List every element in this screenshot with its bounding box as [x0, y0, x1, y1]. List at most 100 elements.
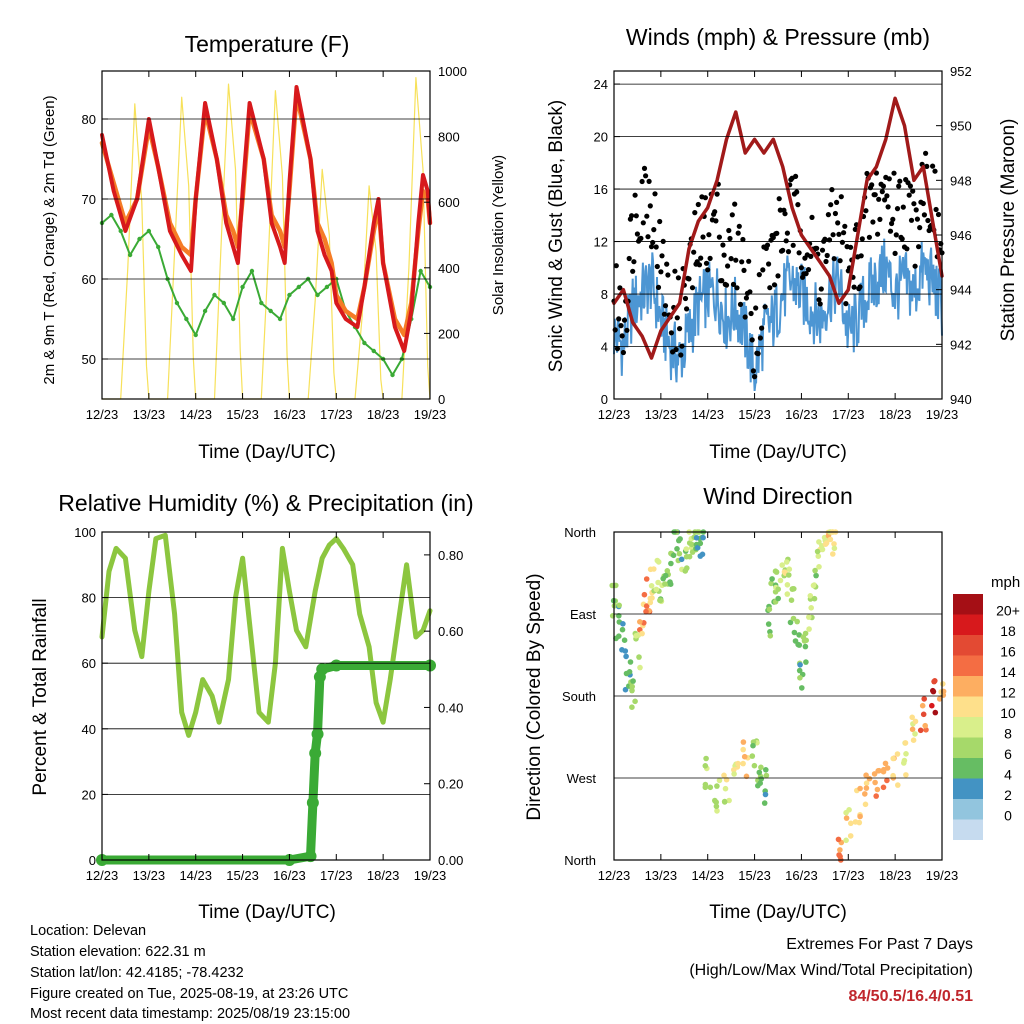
gust-point	[771, 282, 778, 288]
gust-point	[770, 234, 776, 241]
direction-point	[806, 614, 812, 620]
direction-point	[919, 702, 926, 709]
gust-point	[672, 268, 678, 274]
gust-point	[796, 250, 802, 256]
dewpoint-point	[156, 244, 161, 250]
gust-point	[932, 168, 938, 174]
direction-point	[777, 577, 784, 584]
y-tick-label: 12	[594, 235, 608, 250]
x-tick-label: 14/23	[179, 868, 212, 883]
gust-point	[651, 227, 657, 233]
dewpoint-point	[174, 300, 180, 306]
direction-point	[674, 546, 680, 552]
direction-point	[880, 768, 887, 775]
speed-legend-label: 12	[1000, 685, 1016, 701]
direction-point	[880, 784, 887, 791]
gust-point	[775, 273, 781, 279]
direction-point	[768, 580, 774, 587]
gust-point	[828, 202, 834, 208]
y-tick-label: 100	[74, 525, 96, 540]
direction-point	[654, 557, 661, 564]
x-tick-label: 18/23	[879, 407, 912, 422]
direction-ticks: 12/23 13/23 14/23 15/23 16/23 17/23 18/23 19/23…	[562, 525, 958, 883]
direction-point	[910, 737, 917, 743]
gust-point	[938, 241, 944, 247]
direction-point	[648, 583, 655, 589]
direction-point	[920, 711, 927, 718]
direction-point	[684, 565, 690, 571]
temperature-ylabel: 2m & 9m T (Red, Orange) & 2m Td (Green)	[41, 95, 58, 384]
gust-point	[866, 234, 873, 240]
gust-point	[837, 258, 843, 264]
gust-point	[785, 249, 792, 255]
direction-point	[655, 579, 661, 586]
gust-point	[612, 327, 618, 333]
x-tick-label: 16/23	[785, 407, 818, 422]
gust-point	[655, 284, 662, 290]
gust-point	[673, 346, 679, 353]
direction-point	[763, 772, 770, 779]
gust-point	[926, 227, 932, 234]
dewpoint-point	[193, 332, 198, 338]
gust-point	[712, 209, 718, 215]
gust-point	[726, 227, 732, 234]
dewpoint-point	[146, 228, 152, 234]
direction-point	[714, 783, 720, 789]
gust-point	[872, 192, 878, 198]
y-tick-label-right: 950	[950, 119, 972, 134]
direction-point	[676, 550, 683, 557]
x-tick-label: 12/23	[86, 407, 119, 422]
direction-point	[843, 809, 849, 816]
speed-legend-label: 0	[1004, 808, 1012, 824]
gust-point	[852, 226, 858, 232]
gust-point	[863, 208, 869, 214]
direction-point	[632, 698, 638, 705]
temperature-frame	[101, 70, 431, 400]
gust-point	[906, 192, 912, 198]
gust-point	[714, 191, 720, 197]
x-tick-label: 15/23	[738, 407, 771, 422]
y-tick-label: 60	[82, 656, 96, 671]
x-tick-label: 15/23	[226, 868, 259, 883]
direction-point	[670, 552, 677, 559]
gust-point	[822, 236, 828, 242]
dewpoint-point	[390, 372, 395, 378]
gust-point	[795, 202, 801, 208]
direction-point	[735, 760, 741, 767]
x-tick-label: 13/23	[133, 407, 166, 422]
gust-point	[880, 183, 887, 189]
gust-point	[735, 230, 741, 236]
direction-point	[803, 659, 809, 665]
direction-point	[773, 569, 780, 575]
direction-point	[807, 593, 814, 599]
x-tick-label: 13/23	[645, 407, 678, 422]
x-tick-label: 14/23	[691, 407, 724, 422]
direction-point	[872, 779, 878, 786]
direction-point	[637, 664, 643, 671]
gust-point	[879, 189, 885, 195]
dewpoint-point	[109, 212, 114, 218]
gust-point	[728, 256, 734, 262]
direction-point	[639, 630, 645, 637]
dewpoint-point	[259, 300, 264, 306]
y-tick-label: 70	[82, 192, 96, 207]
station-elevation: Station elevation: 622.31 m	[30, 944, 206, 960]
direction-point	[830, 551, 836, 557]
direction-point	[857, 785, 863, 792]
gust-point	[890, 216, 896, 222]
gust-point	[885, 204, 891, 210]
gust-point	[917, 225, 923, 231]
y-tick-label: 40	[82, 722, 96, 737]
direction-point	[775, 586, 781, 592]
gust-point	[753, 305, 759, 311]
direction-point	[762, 791, 769, 798]
direction-point	[890, 755, 896, 762]
direction-point	[616, 613, 622, 619]
speed-legend-swatch	[953, 614, 983, 635]
gust-point	[892, 250, 898, 256]
direction-point	[643, 576, 650, 582]
speed-legend-label: 8	[1004, 726, 1012, 742]
station-location: Location: Delevan	[30, 923, 147, 939]
direction-point	[623, 653, 629, 660]
gust-point	[782, 211, 788, 217]
